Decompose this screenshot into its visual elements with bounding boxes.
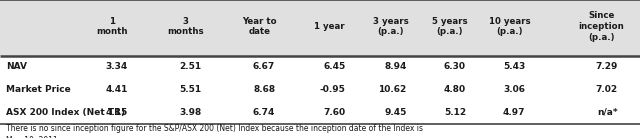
Text: 3.98: 3.98: [179, 108, 202, 117]
Text: 8.94: 8.94: [384, 62, 406, 71]
Text: 3 years
(p.a.): 3 years (p.a.): [372, 17, 408, 36]
Text: 10 years
(p.a.): 10 years (p.a.): [488, 17, 531, 36]
Bar: [0, 0, 640, 56]
Bar: [0, 56, 640, 78]
Text: 10.62: 10.62: [378, 85, 406, 94]
Text: 5.12: 5.12: [444, 108, 466, 117]
Text: 7.02: 7.02: [595, 85, 618, 94]
Text: 4.97: 4.97: [503, 108, 525, 117]
Bar: [0, 78, 640, 101]
Text: There is no since inception figure for the S&P/ASX 200 (Net) Index because the i: There is no since inception figure for t…: [6, 124, 424, 138]
Text: 6.45: 6.45: [323, 62, 346, 71]
Text: Market Price: Market Price: [6, 85, 71, 94]
Text: n/a*: n/a*: [597, 108, 618, 117]
Text: Since
inception
(p.a.): Since inception (p.a.): [579, 11, 625, 42]
Text: 5 years
(p.a.): 5 years (p.a.): [432, 17, 468, 36]
Text: 7.60: 7.60: [323, 108, 346, 117]
Text: 2.51: 2.51: [179, 62, 202, 71]
Text: NAV: NAV: [6, 62, 28, 71]
Text: 8.68: 8.68: [253, 85, 275, 94]
Text: 5.43: 5.43: [503, 62, 525, 71]
Text: ASX 200 Index (Net TR): ASX 200 Index (Net TR): [6, 108, 125, 117]
Text: 6.67: 6.67: [253, 62, 275, 71]
Text: -0.95: -0.95: [320, 85, 346, 94]
Text: 3
months: 3 months: [167, 17, 204, 36]
Text: 6.74: 6.74: [253, 108, 275, 117]
Text: 4.15: 4.15: [106, 108, 128, 117]
Text: 9.45: 9.45: [384, 108, 406, 117]
Text: 6.30: 6.30: [444, 62, 466, 71]
Text: 5.51: 5.51: [179, 85, 202, 94]
Text: 4.80: 4.80: [444, 85, 466, 94]
Text: 7.29: 7.29: [595, 62, 618, 71]
Text: 1
month: 1 month: [96, 17, 128, 36]
Text: 1 year: 1 year: [314, 22, 345, 31]
Text: 3.06: 3.06: [504, 85, 525, 94]
Bar: [0, 101, 640, 124]
Text: Year to
date: Year to date: [242, 17, 276, 36]
Text: 3.34: 3.34: [106, 62, 128, 71]
Text: 4.41: 4.41: [106, 85, 128, 94]
